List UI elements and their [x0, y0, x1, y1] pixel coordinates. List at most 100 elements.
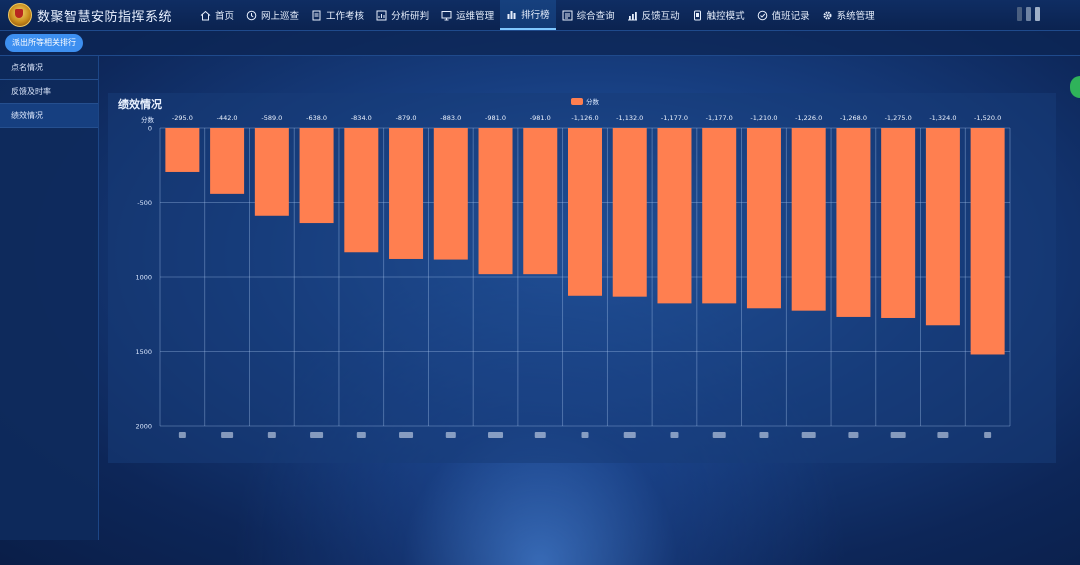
- nav-item-label: 值班记录: [771, 11, 810, 22]
- nav-item-label: 排行榜: [521, 10, 550, 21]
- bar: [702, 128, 737, 304]
- nav-item-label: 综合查询: [576, 11, 615, 22]
- bar-value-label: -883.0: [440, 114, 461, 122]
- nav-item-8[interactable]: 触控模式: [686, 0, 751, 30]
- sidebar-item-roll-call[interactable]: 点名情况: [0, 56, 98, 80]
- sidebar-item-performance[interactable]: 绩效情况: [0, 104, 98, 128]
- bar-value-label: -1,210.0: [750, 114, 777, 122]
- legend-swatch: [571, 97, 583, 105]
- bar-value-label: -1,226.0: [795, 114, 822, 122]
- x-category-label-redacted: [178, 432, 186, 438]
- document-icon: [311, 10, 322, 21]
- nav-item-1[interactable]: 网上巡查: [240, 0, 305, 30]
- analysis-icon: [376, 10, 387, 21]
- police-badge-logo: [8, 3, 32, 27]
- x-category-label-redacted: [890, 432, 906, 438]
- bar-value-label: -1,177.0: [661, 114, 688, 122]
- bar: [433, 128, 468, 260]
- nav-item-label: 系统管理: [836, 11, 875, 22]
- x-category-label-redacted: [670, 432, 679, 438]
- app-title: 数聚智慧安防指挥系统: [37, 9, 173, 25]
- x-category-label-redacted: [356, 432, 366, 438]
- legend-label: 分数: [586, 98, 599, 106]
- nav-item-6[interactable]: 综合查询: [556, 0, 621, 30]
- bar: [523, 128, 558, 275]
- record-icon: [757, 10, 768, 21]
- x-category-label-redacted: [488, 432, 504, 438]
- bar: [344, 128, 379, 253]
- y-axis-label: 分数: [141, 115, 155, 124]
- nav-item-9[interactable]: 值班记录: [751, 0, 816, 30]
- bar: [657, 128, 692, 304]
- x-category-label-redacted: [445, 432, 456, 438]
- bar-value-label: -1,520.0: [974, 114, 1001, 122]
- touch-icon: [692, 10, 703, 21]
- nav-item-label: 网上巡查: [261, 11, 300, 22]
- window-controls[interactable]: [1017, 7, 1040, 21]
- bar-value-label: -1,268.0: [840, 114, 867, 122]
- bar-value-label: -295.0: [172, 114, 193, 122]
- home-icon: [200, 10, 211, 21]
- query-icon: [562, 10, 573, 21]
- nav-item-7[interactable]: 反馈互动: [621, 0, 686, 30]
- x-category-label-redacted: [399, 432, 414, 438]
- bar-value-label: -1,177.0: [706, 114, 733, 122]
- x-category-label-redacted: [623, 432, 636, 438]
- bar: [612, 128, 647, 297]
- y-tick-label: -500: [137, 199, 152, 207]
- sidebar-item-feedback-rate[interactable]: 反馈及时率: [0, 80, 98, 104]
- x-category-label-redacted: [581, 432, 589, 438]
- bar: [210, 128, 245, 194]
- bar: [254, 128, 289, 216]
- x-category-label-redacted: [848, 432, 859, 438]
- bar-value-label: -1,126.0: [571, 114, 598, 122]
- gear-icon: [822, 10, 833, 21]
- nav-item-0[interactable]: 首页: [194, 0, 240, 30]
- bar: [568, 128, 602, 296]
- bar: [970, 128, 1005, 355]
- bar-value-label: -1,132.0: [616, 114, 643, 122]
- bar-chart-icon: [506, 9, 517, 20]
- x-category-label-redacted: [801, 432, 816, 438]
- sub-bar: 派出所等相关排行: [0, 31, 1080, 56]
- x-category-label-redacted: [267, 432, 276, 438]
- nav-item-label: 反馈互动: [641, 11, 680, 22]
- monitor-icon: [441, 10, 452, 21]
- nav-item-label: 分析研判: [391, 11, 430, 22]
- bar: [925, 128, 960, 326]
- bar: [746, 128, 781, 309]
- bar: [165, 128, 200, 172]
- performance-bar-chart: 分数0 -500 1000 1500 2000 -295.0 -442.0 -589.0 -63…: [135, 114, 1011, 438]
- nav-item-10[interactable]: 系统管理: [816, 0, 881, 30]
- chart-up-icon: [627, 10, 638, 21]
- nav-item-2[interactable]: 工作考核: [305, 0, 370, 30]
- x-category-label-redacted: [937, 432, 949, 438]
- bar-value-label: -638.0: [306, 114, 327, 122]
- x-category-label-redacted: [310, 432, 324, 438]
- bar-value-label: -981.0: [530, 114, 551, 122]
- nav-item-label: 运维管理: [456, 11, 495, 22]
- nav-item-4[interactable]: 运维管理: [435, 0, 500, 30]
- bar: [299, 128, 334, 224]
- nav-item-label: 工作考核: [326, 11, 365, 22]
- bar: [478, 128, 513, 275]
- nav-item-5[interactable]: 排行榜: [500, 0, 556, 30]
- x-category-label-redacted: [534, 432, 546, 438]
- sidebar: 点名情况 反馈及时率 绩效情况: [0, 56, 99, 540]
- bar-value-label: -442.0: [217, 114, 238, 122]
- y-tick-label: 2000: [135, 423, 152, 431]
- x-category-label-redacted: [712, 432, 726, 438]
- bar: [389, 128, 424, 259]
- chart-legend[interactable]: 分数: [571, 96, 599, 106]
- y-tick-label: 0: [148, 125, 152, 133]
- bar-value-label: -879.0: [396, 114, 417, 122]
- bar: [881, 128, 916, 318]
- nav-item-3[interactable]: 分析研判: [370, 0, 435, 30]
- panel-title: 绩效情况: [118, 98, 162, 111]
- bar: [836, 128, 871, 317]
- float-widget-button[interactable]: [1070, 76, 1080, 98]
- bar: [791, 128, 826, 311]
- ranking-category-button[interactable]: 派出所等相关排行: [5, 34, 83, 52]
- y-tick-label: 1000: [135, 274, 152, 282]
- clock-icon: [246, 10, 257, 21]
